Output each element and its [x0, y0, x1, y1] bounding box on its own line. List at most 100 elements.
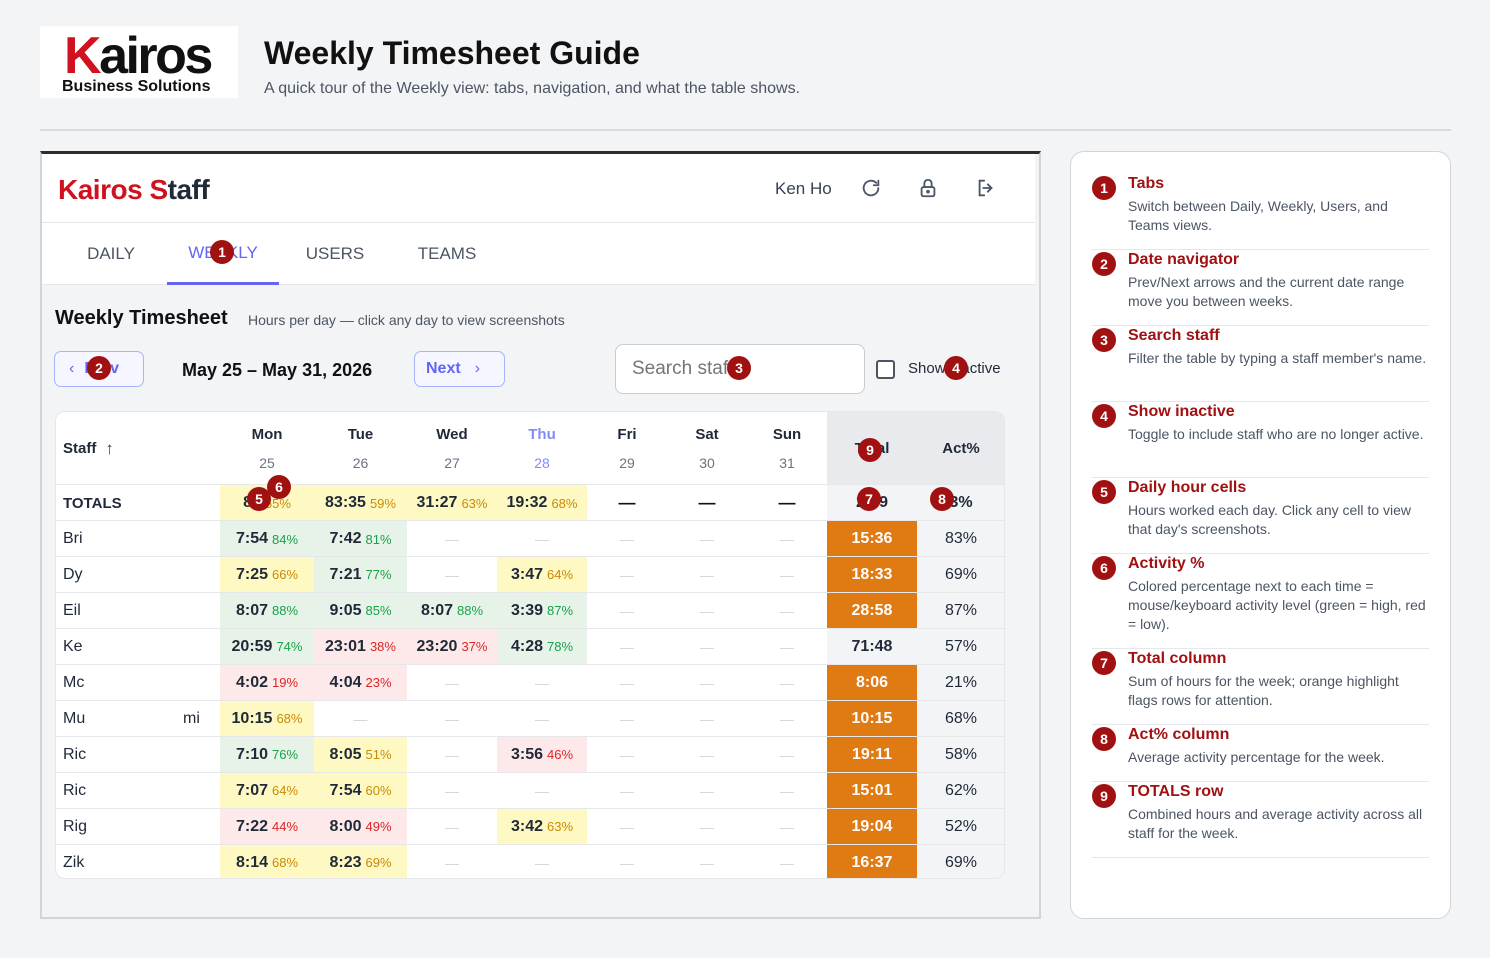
day-hours-cell[interactable]: 3:47 64% [497, 556, 587, 593]
activity-percent: 19% [272, 675, 299, 691]
empty-day-cell: — [667, 773, 747, 809]
empty-day-cell: — [407, 701, 497, 737]
guide-number-badge: 9 [1092, 784, 1116, 808]
empty-day-cell: — [747, 773, 827, 809]
hours-value: 7:54 [235, 530, 268, 547]
row-total-cell[interactable]: 10:15 [827, 700, 917, 737]
row-total-cell[interactable]: 18:33 [827, 556, 917, 593]
column-header-staff[interactable]: Staff ↑ [56, 412, 220, 485]
day-hours-cell[interactable]: 3:42 63% [497, 808, 587, 845]
day-hours-cell[interactable]: 8:23 69% [314, 844, 407, 878]
staff-name[interactable]: Bri [56, 521, 220, 557]
staff-name[interactable]: Ric [56, 737, 220, 773]
empty-day-cell: — [667, 737, 747, 773]
refresh-icon[interactable] [860, 177, 882, 199]
tab-teams[interactable]: TEAMS [417, 244, 477, 263]
empty-dash: — [445, 818, 459, 835]
day-hours-cell[interactable]: 7:25 66% [220, 556, 314, 593]
day-hours-cell[interactable]: 8:00 49% [314, 808, 407, 845]
logout-icon[interactable] [975, 177, 997, 199]
day-hours-cell[interactable]: 20:59 74% [220, 628, 314, 665]
day-hours-cell[interactable]: 8:14 68% [220, 844, 314, 878]
hours-value: 8:14 [235, 853, 268, 871]
staff-name[interactable]: Dy [56, 557, 220, 593]
day-hours-cell[interactable]: 83:35 59% [314, 485, 407, 521]
day-hours-cell[interactable]: 4:04 23% [314, 664, 407, 701]
guide-item: 7 Total column Sum of hours for the week; … [1092, 649, 1429, 725]
row-total-cell[interactable]: 71:48 [827, 628, 917, 665]
empty-dash: — [445, 746, 459, 763]
day-hours-cell[interactable]: 10:15 68% [220, 700, 314, 737]
hours-value: 8:07 [420, 601, 453, 619]
staff-name[interactable]: Mu mi [56, 701, 220, 737]
show-inactive-checkbox[interactable] [876, 360, 895, 379]
day-hours-cell[interactable]: 4:02 19% [220, 664, 314, 701]
chevron-right-icon: › [474, 360, 481, 377]
row-total-value: 15:36 [851, 530, 893, 547]
day-hours-cell[interactable]: 7:54 84% [220, 521, 314, 557]
empty-day-cell: — [587, 773, 667, 809]
empty-day-cell: — [747, 629, 827, 665]
day-hours-cell[interactable]: 31:27 63% [407, 485, 497, 521]
empty-day-cell: — [747, 521, 827, 557]
column-header-day: Thu 28 [497, 412, 587, 485]
tab-users[interactable]: USERS [305, 244, 365, 263]
row-total-cell[interactable]: 19:11 [827, 736, 917, 773]
day-hours-cell[interactable]: 3:39 87% [497, 592, 587, 629]
staff-name[interactable]: Zik [56, 845, 220, 878]
next-button[interactable]: Next › [414, 351, 505, 387]
day-hours-cell[interactable]: 8:07 88% [407, 592, 497, 629]
empty-day-cell: — [747, 665, 827, 701]
day-hours-cell[interactable]: 3:56 46% [497, 736, 587, 773]
empty-dash: — [535, 854, 549, 871]
header-divider [40, 129, 1451, 131]
staff-name[interactable]: Eil [56, 593, 220, 629]
row-total-cell[interactable]: 15:36 [827, 521, 917, 557]
day-hours-cell[interactable]: 8:07 88% [220, 592, 314, 629]
day-hours-cell[interactable]: 23:20 37% [407, 628, 497, 665]
staff-name[interactable]: Rig [56, 809, 220, 845]
empty-day-cell: — [587, 557, 667, 593]
empty-dash: — [620, 818, 634, 835]
empty-day-cell: — [497, 521, 587, 557]
empty-dash: — [700, 782, 714, 799]
row-act-value: 57% [944, 637, 978, 655]
day-hours-cell[interactable]: 7:21 77% [314, 556, 407, 593]
day-hours-cell[interactable]: 8:05 51% [314, 736, 407, 773]
empty-dash: — [780, 602, 794, 619]
empty-day-cell: — [747, 845, 827, 878]
day-date: 29 [619, 455, 635, 471]
staff-name[interactable]: Mc [56, 665, 220, 701]
day-hours-cell[interactable]: 7:22 44% [220, 808, 314, 845]
activity-percent: 88% [457, 603, 484, 619]
row-divider [56, 771, 1004, 773]
day-hours-cell[interactable]: 23:01 38% [314, 628, 407, 665]
empty-day-cell: — [314, 701, 407, 737]
activity-percent: 69% [365, 855, 392, 871]
hours-value: 8:07 [235, 601, 268, 619]
row-act-value: 62% [944, 781, 978, 799]
guide-number-badge: 3 [1092, 328, 1116, 352]
day-hours-cell[interactable]: 7:54 60% [314, 772, 407, 809]
annotation-badge: 2 [87, 356, 111, 380]
empty-day-cell: — [747, 485, 827, 521]
lock-icon[interactable] [917, 177, 939, 199]
day-hours-cell[interactable]: 7:42 81% [314, 521, 407, 557]
annotation-badge: 6 [267, 475, 291, 499]
day-hours-cell[interactable]: 7:10 76% [220, 736, 314, 773]
staff-name[interactable]: Ke [56, 629, 220, 665]
empty-day-cell: — [587, 665, 667, 701]
day-hours-cell[interactable]: 9:05 85% [314, 592, 407, 629]
row-total-cell[interactable]: 8:06 [827, 664, 917, 701]
row-total-cell[interactable]: 16:37 [827, 844, 917, 878]
day-hours-cell[interactable]: 7:07 64% [220, 772, 314, 809]
logo-wordmark: Kairos [64, 27, 213, 85]
staff-name[interactable]: Ric [56, 773, 220, 809]
day-hours-cell[interactable]: 4:28 78% [497, 628, 587, 665]
day-hours-cell[interactable]: 19:32 68% [497, 485, 587, 521]
row-total-cell[interactable]: 19:04 [827, 808, 917, 845]
row-total-cell[interactable]: 15:01 [827, 772, 917, 809]
empty-day-cell: — [587, 809, 667, 845]
tab-daily[interactable]: DAILY [87, 244, 135, 263]
row-total-cell[interactable]: 28:58 [827, 592, 917, 629]
